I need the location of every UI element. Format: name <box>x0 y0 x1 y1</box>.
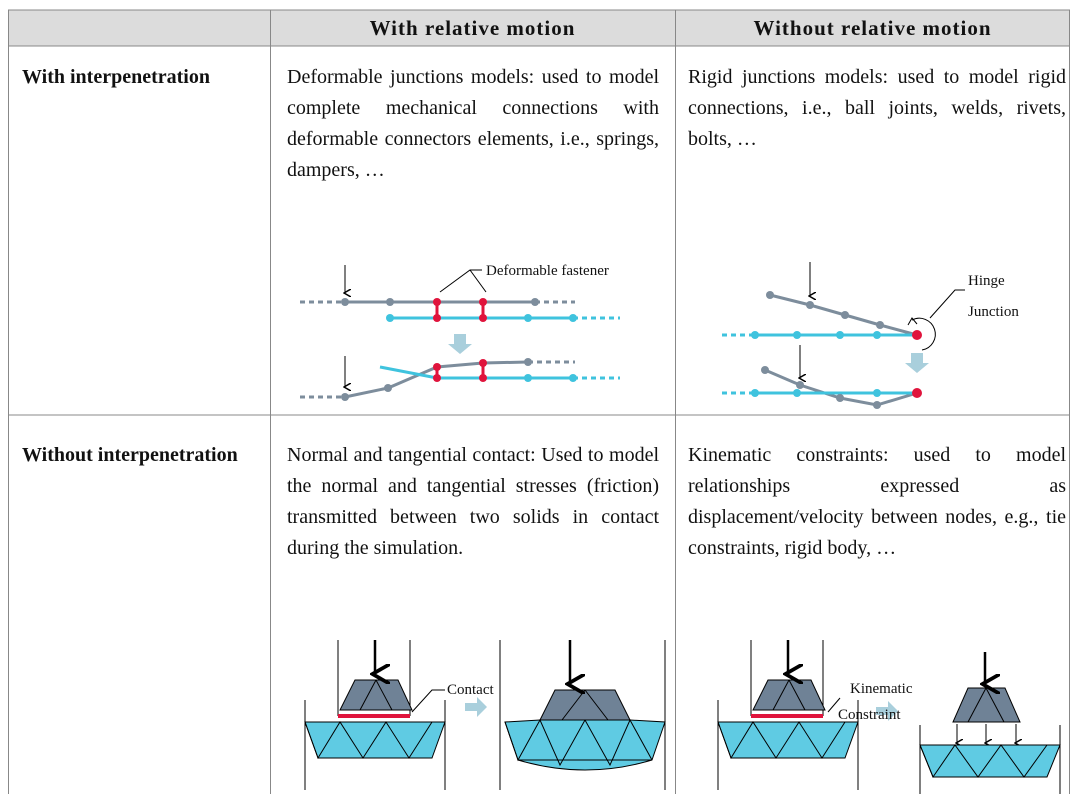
column-header: Without relative motion <box>675 10 1070 46</box>
cell-text: Kinematic constraints: used to model rel… <box>688 440 1066 564</box>
diagram-label: Deformable fastener <box>486 263 609 279</box>
cell-text: Rigid junctions models: used to model ri… <box>688 62 1066 155</box>
page: Deformable fastener Hinge Junction <box>0 0 1079 794</box>
column-header: With relative motion <box>270 10 675 46</box>
row-label: With interpenetration <box>22 62 254 93</box>
cell-text: Normal and tangential contact: Used to m… <box>287 440 659 564</box>
contact-diagram: Contact <box>305 640 665 790</box>
diagram-label: Kinematic <box>850 681 913 697</box>
diagram-label: Contact <box>447 682 494 698</box>
hinge-diagram: Hinge Junction <box>722 262 1019 409</box>
kinematic-diagram: Kinematic Constraint <box>718 640 1060 794</box>
fastener-diagram: Deformable fastener <box>300 263 620 401</box>
diagram-label: Junction <box>968 304 1019 320</box>
cell-text: Deformable junctions models: used to mod… <box>287 62 659 186</box>
row-label: Without interpenetration <box>22 440 254 471</box>
diagram-label: Hinge <box>968 273 1005 289</box>
diagram-label: Constraint <box>838 707 901 723</box>
